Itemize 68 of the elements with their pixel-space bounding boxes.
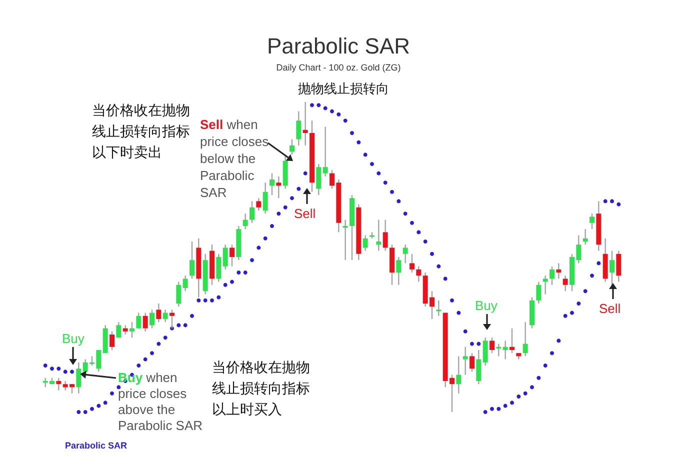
candlestick <box>522 322 528 357</box>
candlestick <box>582 228 588 246</box>
candlestick <box>376 219 382 252</box>
candlestick <box>270 172 274 196</box>
annotation: Sell when price closes below the Parabolic SAR <box>200 116 270 201</box>
candlestick <box>556 262 562 280</box>
annotation: Sell <box>599 300 621 317</box>
candlestick <box>162 309 168 323</box>
candlestick <box>550 266 554 286</box>
candlestick <box>276 176 282 199</box>
candlestick <box>382 219 388 252</box>
candlestick <box>256 198 262 212</box>
candlestick <box>436 300 442 316</box>
candlestick <box>496 343 502 357</box>
candlestick <box>456 356 462 394</box>
candlestick <box>170 309 174 329</box>
annotation: Buy when price closes above the Parabolic SAR <box>118 370 204 434</box>
candlestick <box>536 281 542 304</box>
candlestick <box>76 362 82 394</box>
annotation: Buy <box>475 297 498 314</box>
chart-title: Parabolic SAR <box>266 34 410 58</box>
candlestick <box>230 244 234 267</box>
candlestick <box>316 163 322 196</box>
candlestick <box>302 101 308 146</box>
candlestick <box>542 275 548 295</box>
annotation: 当价格收在抛物线止损转向指标以上时买入 <box>212 358 311 419</box>
candlestick <box>122 324 128 336</box>
candlestick <box>190 240 194 280</box>
candlestick <box>290 138 294 156</box>
candlestick <box>116 322 122 338</box>
candlestick <box>396 256 402 286</box>
candlestick <box>416 266 422 282</box>
candlestick <box>56 377 62 391</box>
candlestick <box>142 312 148 332</box>
candlestick <box>410 253 414 274</box>
candlestick <box>510 328 514 354</box>
candlestick <box>130 322 134 338</box>
candlestick <box>110 330 114 351</box>
candlestick <box>250 200 254 224</box>
candlestick <box>150 309 154 329</box>
candlestick <box>476 349 482 385</box>
annotation: Buy <box>62 330 84 347</box>
candlestick <box>222 244 228 270</box>
candlestick <box>590 213 594 230</box>
candlestick <box>470 352 474 372</box>
candlestick <box>562 275 568 292</box>
annotation: 当价格收在抛物线止损转向指标以下时卖出 <box>92 101 191 162</box>
candlestick <box>182 275 188 292</box>
candlestick <box>362 234 368 252</box>
text: Parabolic SAR <box>65 440 128 450</box>
candlestick <box>242 213 248 230</box>
candlestick <box>616 250 622 282</box>
text: 抛物线止损转向 <box>298 80 389 97</box>
candlestick <box>490 337 494 354</box>
candlestick <box>262 182 268 214</box>
candlestick <box>296 110 302 146</box>
candlestick <box>462 346 468 376</box>
candlestick <box>502 340 508 360</box>
candlestick <box>322 126 328 177</box>
candlestick <box>216 253 222 282</box>
chart-subtitle: Daily Chart - 100 oz. Gold (ZG) <box>276 62 401 72</box>
candlestick <box>136 312 142 329</box>
candlestick <box>176 281 182 308</box>
candlestick <box>482 337 488 366</box>
candlestick <box>156 302 162 323</box>
candlestick <box>342 219 348 261</box>
annotation: Sell <box>294 205 316 222</box>
candlestick <box>402 244 408 264</box>
